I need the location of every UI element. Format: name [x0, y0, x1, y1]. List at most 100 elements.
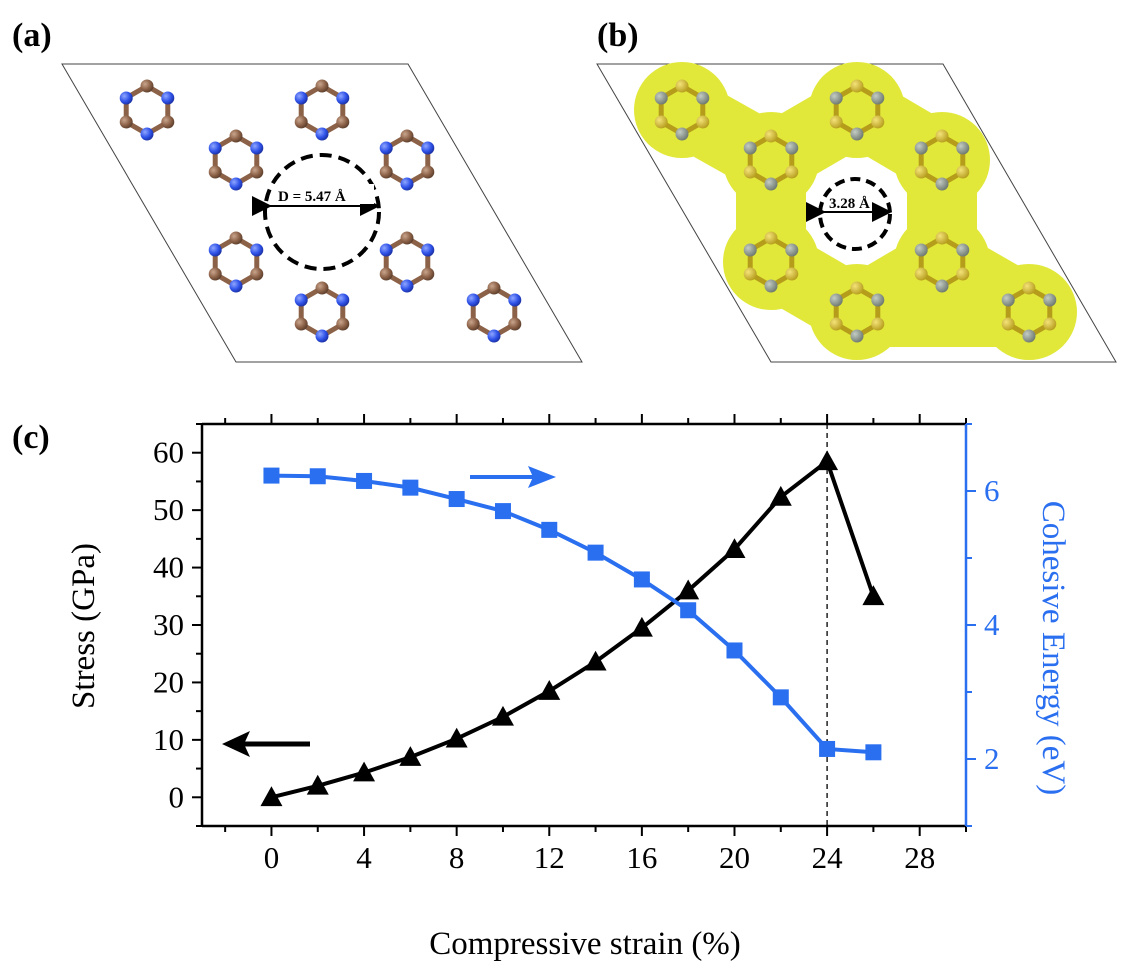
nitrogen-atom [850, 127, 864, 141]
panel-a-pore-annotation: D = 5.47 Å [278, 189, 346, 205]
nitrogen-atom [743, 243, 757, 257]
nitrogen-atom [250, 243, 264, 257]
stress-point [260, 786, 283, 807]
nitrogen-atom [956, 243, 970, 257]
stress-point [491, 705, 514, 726]
nitrogen-atom [829, 293, 843, 307]
nitrogen-atom [696, 91, 710, 105]
nitrogen-atom [935, 279, 949, 293]
carbon-atom [161, 115, 175, 129]
energy-point [402, 479, 419, 496]
energy-line [271, 473, 874, 755]
nitrogen-atom [466, 293, 480, 307]
nitrogen-atom [250, 141, 264, 155]
carbon-atom [315, 281, 329, 295]
carbon-atom [508, 317, 522, 331]
stress-point [677, 579, 700, 600]
carbon-atom [675, 79, 689, 93]
panel-b-pore-annotation: 3.28 Å [829, 196, 870, 212]
stress-series [260, 450, 885, 807]
nitrogen-atom [294, 293, 308, 307]
nitrogen-atom [654, 91, 668, 105]
stress-point [816, 450, 839, 471]
carbon-atom [140, 79, 154, 93]
nitrogen-atom [675, 127, 689, 141]
y2-tick-label: 2 [984, 741, 1000, 776]
carbon-atom [208, 267, 222, 281]
energy-point [633, 571, 650, 588]
carbon-atom [466, 317, 480, 331]
y-tick-label: 30 [153, 607, 184, 642]
panel-a-annotation-bg [274, 184, 374, 204]
carbon-atom [229, 231, 243, 245]
energy-point [309, 468, 326, 485]
carbon-atom [829, 317, 843, 331]
carbon-atom [315, 79, 329, 93]
energy-point [263, 467, 280, 484]
x-tick-label: 0 [264, 840, 280, 875]
nitrogen-atom [914, 141, 928, 155]
energy-point [541, 521, 558, 538]
energy-axis-arrow-head [528, 466, 556, 488]
stress-point [630, 616, 653, 637]
carbon-atom [294, 317, 308, 331]
carbon-atom [956, 267, 970, 281]
carbon-atom [208, 165, 222, 179]
carbon-atom [336, 317, 350, 331]
carbon-atom [785, 165, 799, 179]
nitrogen-atom [935, 177, 949, 191]
nitrogen-atom [871, 91, 885, 105]
nitrogen-atom [764, 177, 778, 191]
x-tick-label: 28 [904, 840, 935, 875]
carbon-atom [743, 267, 757, 281]
nitrogen-atom [956, 141, 970, 155]
nitrogen-atom [208, 243, 222, 257]
nitrogen-atom [400, 279, 414, 293]
nitrogen-atom [379, 141, 393, 155]
panel-label-b: (b) [597, 17, 639, 54]
energy-point [726, 642, 743, 659]
panel-a-unit-cell [61, 63, 583, 363]
panel-b-charge-density [634, 62, 1077, 360]
y-axis-title: Stress (GPa) [66, 543, 102, 709]
x-tick-label: 24 [812, 840, 844, 875]
carbon-atom [785, 267, 799, 281]
carbon-atom [336, 115, 350, 129]
stress-point [445, 727, 468, 748]
nitrogen-atom [764, 279, 778, 293]
energy-point [819, 740, 836, 757]
y-tick-label: 60 [153, 435, 184, 470]
stress-line [270, 458, 876, 800]
carbon-atom [1043, 317, 1057, 331]
carbon-atom [250, 267, 264, 281]
panel-a-molecule [119, 79, 522, 343]
panel-label-a: (a) [12, 17, 52, 54]
carbon-atom [956, 165, 970, 179]
carbon-atom [229, 129, 243, 143]
stress-axis-arrow-head [222, 731, 250, 757]
energy-point [772, 689, 789, 706]
nitrogen-atom [1043, 293, 1057, 307]
panel-b-pore-circle [818, 177, 892, 251]
nitrogen-atom [315, 329, 329, 343]
nitrogen-atom [421, 141, 435, 155]
stress-point [306, 774, 329, 795]
carbon-atom [294, 115, 308, 129]
nitrogen-atom [140, 127, 154, 141]
carbon-atom [829, 115, 843, 129]
carbon-atom [850, 79, 864, 93]
nitrogen-atom [487, 329, 501, 343]
carbon-atom [935, 231, 949, 245]
carbon-atom [696, 115, 710, 129]
nitrogen-atom [119, 91, 133, 105]
stress-point [862, 585, 885, 606]
nitrogen-atom [294, 91, 308, 105]
carbon-atom [871, 317, 885, 331]
x-tick-label: 16 [626, 840, 657, 875]
stress-point [538, 680, 561, 700]
carbon-atom [871, 115, 885, 129]
panel-label-c: (c) [12, 419, 50, 456]
